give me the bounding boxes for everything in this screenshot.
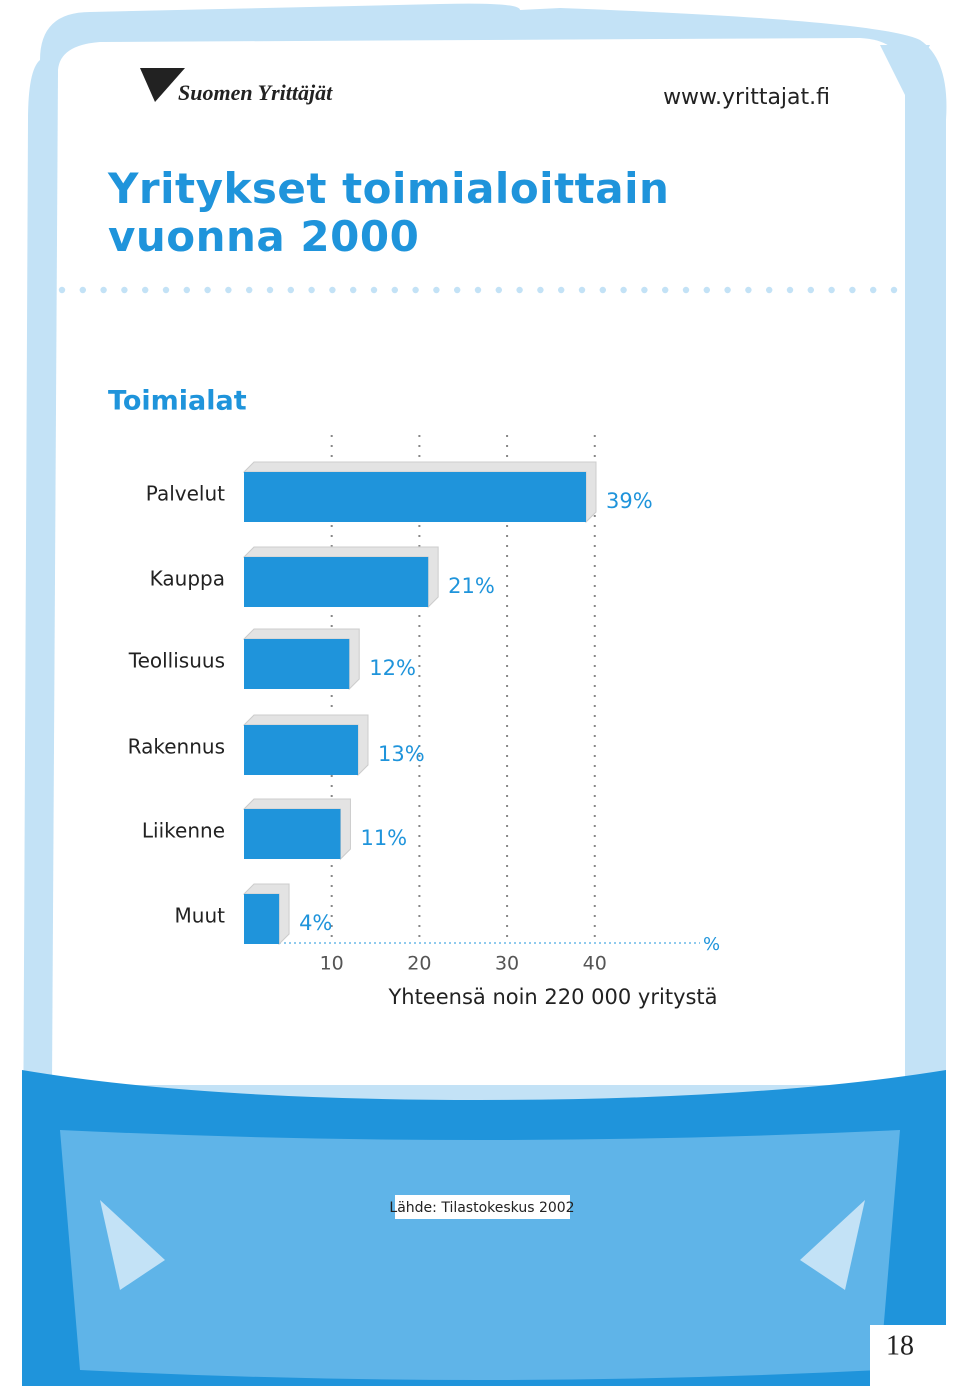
dot — [786, 286, 794, 294]
dot — [246, 286, 253, 294]
value-label: 21% — [448, 574, 495, 598]
dot — [204, 286, 211, 294]
category-label: Muut — [175, 904, 226, 928]
bar — [244, 557, 429, 607]
bar — [244, 472, 586, 522]
dot — [724, 286, 731, 294]
bar-shadow — [242, 883, 290, 946]
dot — [558, 286, 565, 294]
dot — [121, 286, 128, 294]
dot — [350, 286, 357, 294]
value-label: 39% — [606, 489, 653, 513]
subtitle: Toimialat — [108, 386, 247, 417]
dot — [58, 286, 66, 294]
dot — [266, 286, 274, 294]
dot — [79, 286, 87, 294]
bar — [244, 894, 280, 944]
dot — [870, 286, 877, 294]
dot — [766, 286, 773, 294]
plot: 10 20 30 40 Palvelut 39% Kauppa 21% Teollisuus 12… — [128, 435, 700, 975]
url: www.yrittajat.fi — [663, 85, 830, 110]
dot — [849, 286, 856, 294]
dot — [662, 286, 669, 294]
dot — [454, 286, 461, 294]
bar — [244, 809, 341, 859]
bar-shadow — [242, 628, 360, 691]
dot — [495, 286, 502, 294]
x-axis-label: % — [703, 934, 720, 955]
dot — [225, 286, 232, 294]
triangle-left — [100, 1200, 165, 1290]
dot — [391, 286, 398, 294]
logo-text: Suomen Yrittäjät — [178, 80, 333, 105]
logo-mark — [140, 68, 185, 102]
x-tick-label: 20 — [407, 953, 431, 975]
dot — [703, 286, 710, 294]
bar — [244, 725, 358, 775]
dot — [329, 286, 336, 294]
dot — [682, 286, 690, 294]
category-label: Palvelut — [146, 482, 225, 506]
dot — [474, 286, 482, 294]
dot — [162, 286, 170, 294]
value-label: 11% — [360, 826, 407, 850]
dot — [308, 286, 315, 294]
dot — [516, 286, 523, 294]
dot — [620, 286, 627, 294]
source: Lähde: Tilastokeskus 2002 — [389, 1200, 574, 1216]
dot — [599, 286, 606, 294]
dot — [183, 286, 190, 294]
dot — [142, 286, 149, 294]
bar — [244, 639, 350, 689]
dot — [911, 286, 918, 294]
dot — [537, 286, 544, 294]
page-number: 18 — [886, 1330, 914, 1361]
category-label: Liikenne — [142, 819, 225, 843]
dot — [745, 286, 752, 294]
dot — [370, 286, 378, 294]
dot — [100, 286, 107, 294]
x-tick-label: 30 — [495, 953, 519, 975]
category-label: Rakennus — [128, 735, 225, 759]
category-label: Kauppa — [150, 567, 225, 591]
value-label: 13% — [378, 742, 425, 766]
x-tick-label: 40 — [583, 953, 607, 975]
page-box — [870, 1325, 960, 1386]
category-label: Teollisuus — [128, 649, 225, 673]
chart-title: Yritykset toimialoittain vuonna 2000 — [108, 164, 670, 261]
dot — [807, 286, 814, 294]
dot — [578, 286, 586, 294]
bottom-inner — [60, 1130, 900, 1380]
bar-shadow — [242, 798, 351, 861]
dot-row — [58, 286, 918, 294]
dot — [433, 286, 440, 294]
dot — [890, 286, 898, 294]
value-label: 12% — [369, 656, 416, 680]
dot — [828, 286, 835, 294]
dot — [641, 286, 648, 294]
note: Yhteensä noin 220 000 yritystä — [387, 985, 717, 1009]
dot — [412, 286, 419, 294]
triangle-right — [800, 1200, 865, 1290]
bar-shadow — [242, 546, 439, 609]
x-tick-label: 10 — [320, 953, 344, 975]
dot — [287, 286, 294, 294]
value-label: 4% — [299, 911, 332, 935]
source-box — [395, 1195, 570, 1219]
corner-logo — [880, 45, 930, 95]
